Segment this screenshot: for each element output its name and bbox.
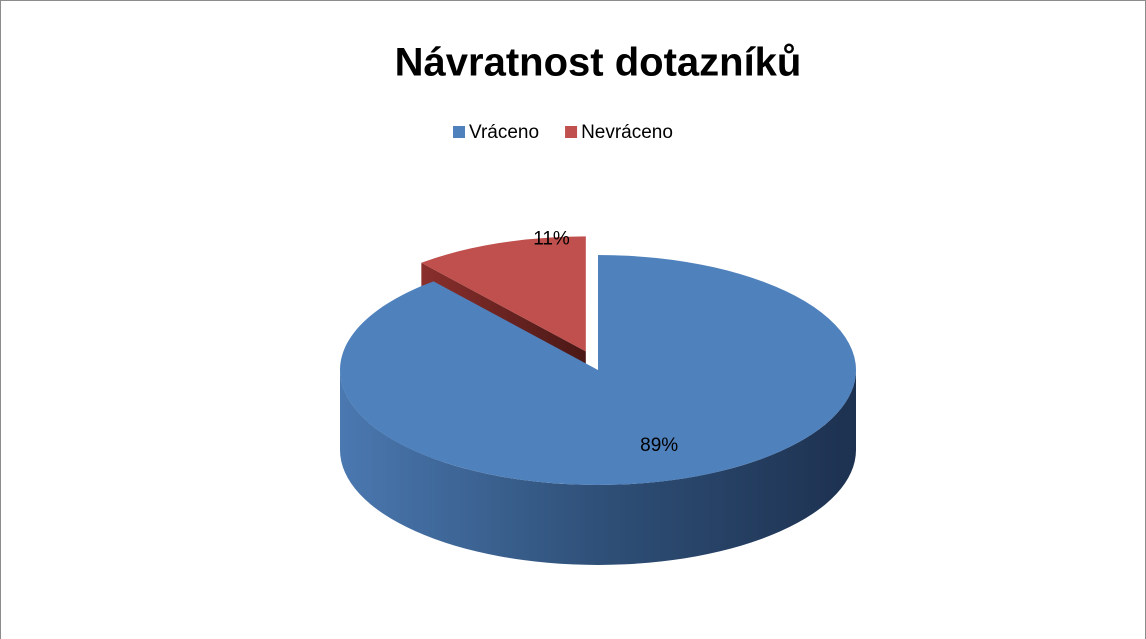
pie: 89% 11% [340,228,856,565]
slice [340,255,856,485]
legend-label: Nevráceno [581,122,673,143]
legend-swatch [453,126,465,138]
legend: Vráceno Nevráceno [453,122,673,143]
chart-title: Návratnost dotazníků [395,41,802,85]
data-label: 89% [640,435,678,456]
legend-swatch [565,126,578,138]
data-label: 11% [533,228,570,249]
slice [421,236,586,352]
legend-label: Vráceno [469,122,539,143]
slice-side [340,370,856,565]
